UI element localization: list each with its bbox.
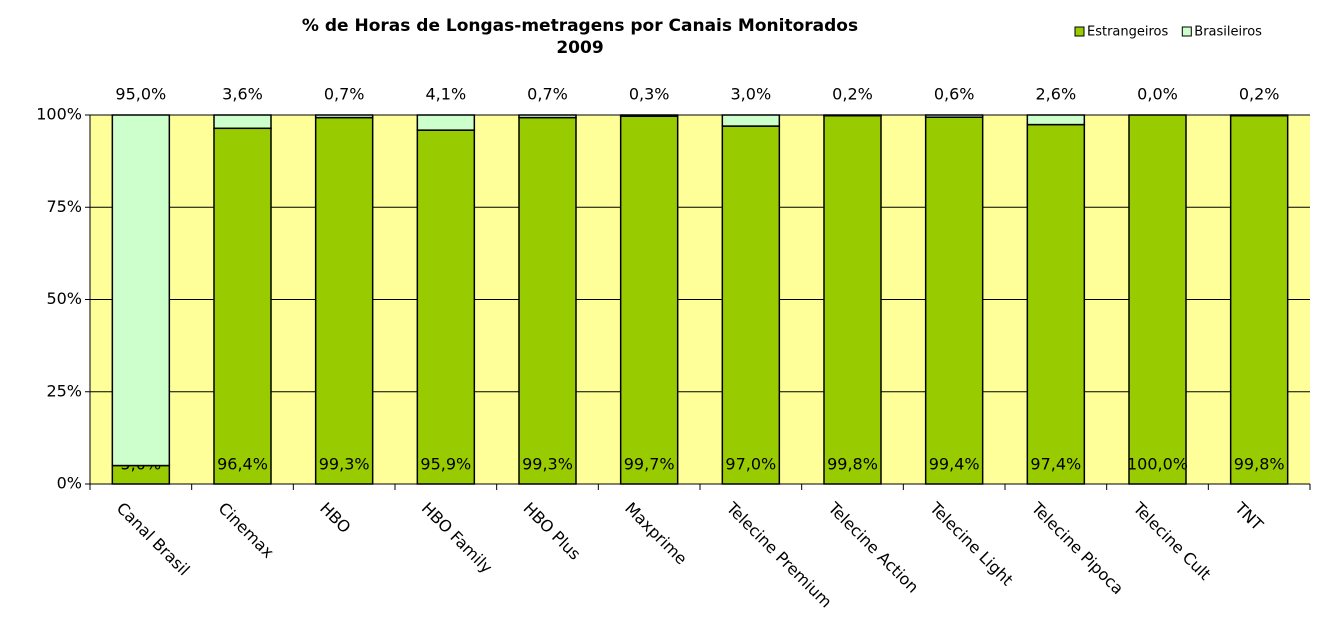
value-label: 97,4% [1030,455,1081,474]
bar-segment [1128,114,1187,485]
legend-swatch [1181,26,1192,37]
value-label: 95,0% [115,85,166,104]
value-label: 0,3% [629,85,670,104]
y-tick-label: 0% [57,474,82,493]
chart-subtitle: 2009 [556,38,603,58]
x-tick-label: Telecine Cult [1129,498,1215,584]
x-tick-label: Canal Brasil [113,499,194,580]
value-label: 0,6% [934,85,975,104]
value-label: 0,7% [527,85,568,104]
value-label: 2,6% [1036,85,1077,104]
value-label: 100,0% [1127,455,1188,474]
value-label: 0,7% [324,85,365,104]
bar-segment [416,114,476,131]
bar-segment [721,114,781,127]
x-tick-label: Maxprime [621,499,691,569]
y-tick-label: 75% [46,197,82,216]
bar-segment [619,115,679,485]
bar-segment [518,116,577,485]
x-tick-label: TNT [1230,498,1267,535]
value-label: 0,0% [1137,85,1178,104]
x-tick-label: HBO [316,499,354,537]
value-label: 99,3% [319,455,370,474]
bar-segment [1026,123,1086,485]
bar-segment [1229,114,1289,117]
value-label: 99,4% [929,455,980,474]
value-label: 99,3% [522,455,573,474]
value-label: 97,0% [725,455,776,474]
value-label: 0,2% [832,85,873,104]
value-label: 95,9% [420,455,471,474]
bar-segment [314,116,374,485]
chart-title: % de Horas de Longas-metragens por Canai… [302,16,858,36]
value-label: 3,0% [731,85,772,104]
y-tick-label: 25% [46,381,82,400]
bar-segment [924,114,984,118]
value-label: 99,8% [1234,455,1285,474]
y-tick-label: 50% [46,289,82,308]
x-tick-label: Cinemax [214,499,277,562]
x-tick-label: Telecine Premium [722,498,836,612]
x-tick-label: Telecine Pipoca [1027,498,1127,598]
bar-segment [111,114,171,467]
bar-segment [314,114,374,119]
bar-segment [619,114,679,117]
value-label: 4,1% [426,85,467,104]
bar-segment [823,114,882,117]
legend-label: Estrangeiros [1087,25,1169,40]
x-tick-label: HBO Family [418,499,496,577]
bar-segment [213,127,272,485]
value-label: 99,7% [624,455,675,474]
bar-segment [721,125,781,485]
x-tick-label: Telecine Action [824,498,923,597]
bar-segment [1026,114,1086,126]
value-label: 99,8% [827,455,878,474]
bar-segment [823,114,882,485]
x-tick-label: Telecine Light [925,498,1017,590]
bar-segment [1229,114,1289,485]
value-label: 96,4% [217,455,268,474]
value-label: 3,6% [222,85,263,104]
bar-segment [416,129,476,485]
bar-segment [924,116,984,485]
x-tick-label: HBO Plus [519,499,584,564]
y-tick-label: 100% [36,105,82,124]
bar-segment [518,114,577,119]
value-label: 0,2% [1239,85,1280,104]
bar-segment [213,114,272,130]
legend-label: Brasileiros [1194,25,1262,40]
legend-swatch [1074,26,1085,37]
